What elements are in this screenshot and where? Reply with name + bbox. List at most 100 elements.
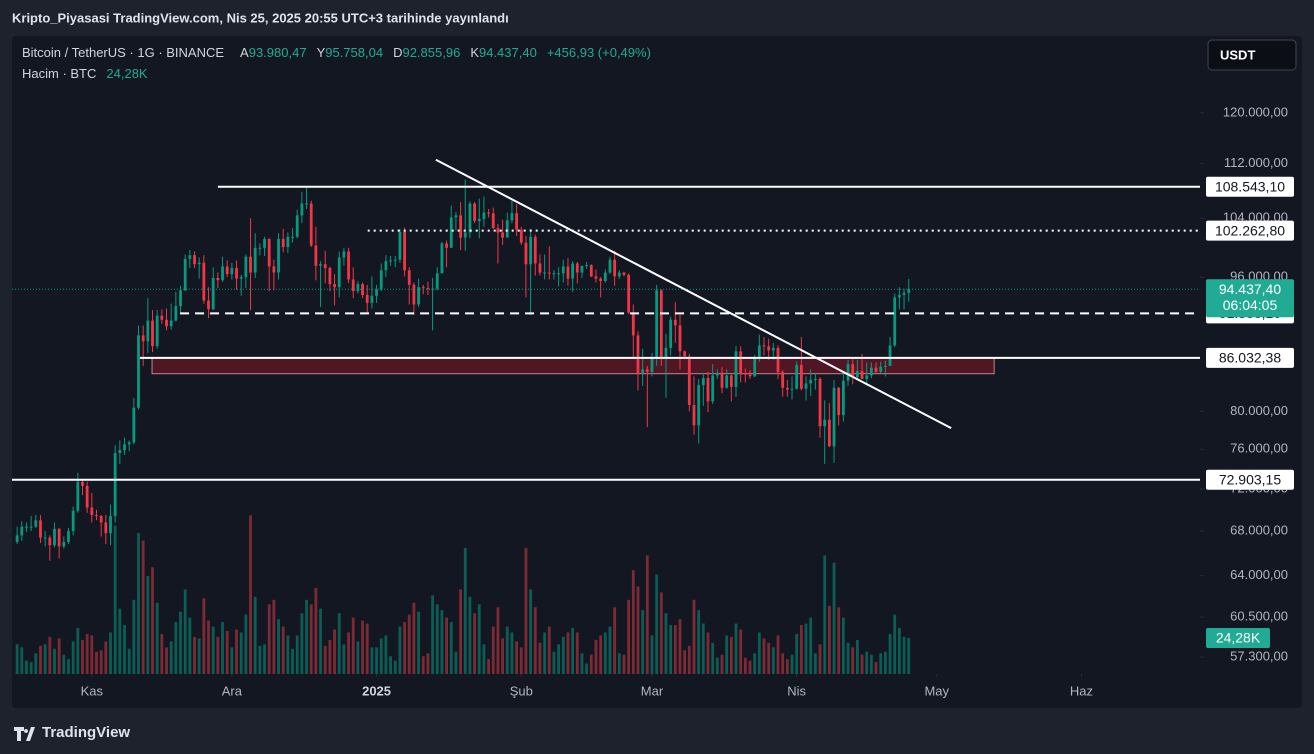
volume-bar bbox=[99, 650, 103, 674]
candle-body bbox=[851, 364, 855, 378]
volume-bar bbox=[561, 636, 565, 674]
volume-bar bbox=[505, 626, 509, 674]
legend-item: D 92.855,96 bbox=[393, 45, 460, 60]
volume-bar bbox=[608, 626, 612, 674]
x-tick-label: Mar bbox=[641, 683, 664, 698]
candle-body bbox=[263, 239, 266, 248]
candle-body bbox=[641, 369, 645, 373]
candle-body bbox=[25, 526, 28, 528]
candle-body bbox=[258, 247, 262, 249]
level-label: 86.032,38 bbox=[1219, 350, 1281, 366]
candle-body bbox=[169, 320, 173, 327]
volume-bar bbox=[211, 626, 215, 674]
y-tick-label: 57.300,00 bbox=[1230, 649, 1288, 664]
volume-bar bbox=[790, 654, 794, 674]
candle-body bbox=[529, 236, 533, 265]
y-tick-label: 112.000,00 bbox=[1224, 155, 1288, 170]
currency-button[interactable] bbox=[1207, 39, 1297, 71]
legend: Bitcoin / TetherUS · 1G · BINANCE A 93.98… bbox=[22, 45, 651, 60]
candle-body bbox=[277, 239, 280, 273]
candle-body bbox=[650, 358, 654, 372]
volume-bar bbox=[62, 654, 66, 674]
volume-bar bbox=[869, 654, 873, 674]
candle-body bbox=[109, 516, 112, 534]
candle-body bbox=[244, 256, 248, 278]
volume-bar bbox=[603, 632, 607, 674]
volume-bar bbox=[552, 651, 556, 674]
volume-value: 24,28K bbox=[106, 66, 148, 81]
pane bbox=[12, 158, 1200, 674]
candle-body bbox=[141, 335, 145, 342]
volume-bar bbox=[907, 637, 911, 674]
volume-tag bbox=[1206, 627, 1270, 648]
candle-body bbox=[636, 335, 640, 373]
candle-body bbox=[823, 419, 827, 427]
volume-bar bbox=[706, 632, 710, 674]
candle-body bbox=[127, 442, 131, 445]
volume-bar bbox=[342, 644, 346, 674]
x-tick-label: Ara bbox=[222, 683, 243, 698]
volume-bar bbox=[501, 638, 505, 674]
brand-logo bbox=[14, 727, 35, 741]
volume-bar bbox=[888, 633, 892, 674]
volume-bar bbox=[491, 626, 495, 674]
volume-bar bbox=[137, 533, 140, 674]
volume-tag-label: 24,28K bbox=[1216, 630, 1261, 646]
volume-bar bbox=[43, 644, 47, 674]
candle-body bbox=[351, 279, 355, 292]
volume-bar bbox=[692, 599, 696, 674]
candle-body bbox=[71, 510, 75, 532]
candle-body bbox=[347, 251, 350, 280]
candle-body bbox=[188, 255, 192, 259]
candle-body bbox=[832, 387, 836, 447]
candle-body bbox=[883, 365, 887, 367]
volume-bar bbox=[641, 610, 645, 674]
candle-body bbox=[53, 528, 56, 546]
volume-bar bbox=[757, 632, 761, 674]
volume-bar bbox=[398, 626, 402, 674]
volume-bar bbox=[529, 589, 533, 674]
candle-body bbox=[207, 300, 210, 310]
volume-bar bbox=[277, 619, 280, 674]
candle-body bbox=[617, 272, 621, 277]
candle-body bbox=[501, 232, 505, 238]
candle-body bbox=[706, 378, 710, 402]
candle-body bbox=[818, 378, 822, 427]
volume-bar bbox=[244, 614, 248, 674]
volume-bar bbox=[440, 610, 444, 674]
candle-body bbox=[557, 273, 561, 275]
currency[interactable]: USDT bbox=[1220, 47, 1255, 62]
candle-body bbox=[34, 520, 38, 527]
candle-body bbox=[29, 526, 33, 528]
volume-bar bbox=[286, 635, 290, 674]
level-tag bbox=[1206, 220, 1294, 241]
volume-bar bbox=[781, 653, 785, 674]
volume-bar bbox=[309, 604, 313, 674]
volume-bar bbox=[323, 645, 327, 674]
candle-body bbox=[76, 481, 80, 511]
candle-body bbox=[701, 378, 705, 386]
y-tick-label: 60.500,00 bbox=[1230, 609, 1288, 624]
volume-bar bbox=[81, 639, 84, 674]
volume-bar bbox=[566, 632, 570, 674]
candle-body bbox=[445, 243, 448, 248]
volume-bar bbox=[225, 630, 229, 674]
candle-body bbox=[510, 213, 514, 221]
candle-body bbox=[762, 345, 766, 347]
candle-body bbox=[505, 220, 509, 238]
candle-body bbox=[333, 284, 336, 288]
candle-body bbox=[482, 212, 486, 219]
candle-body bbox=[160, 315, 164, 320]
volume-bar bbox=[403, 622, 406, 674]
candle-body bbox=[734, 351, 738, 387]
volume-bar bbox=[893, 614, 897, 674]
candle-body bbox=[757, 345, 761, 358]
candle-body bbox=[524, 242, 528, 265]
candle-body bbox=[85, 485, 89, 508]
volume-bar bbox=[818, 644, 822, 674]
volume-bar bbox=[631, 570, 635, 674]
candle-body bbox=[533, 236, 537, 264]
volume-bar bbox=[804, 623, 808, 674]
volume-bar bbox=[748, 660, 752, 674]
volume-bar bbox=[585, 663, 589, 674]
